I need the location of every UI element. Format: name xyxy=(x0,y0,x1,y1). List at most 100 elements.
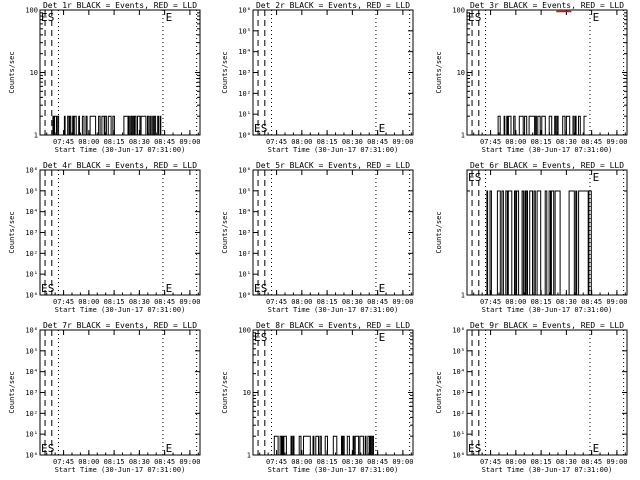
x-tick-label: 08:15 xyxy=(317,298,338,306)
panel-title: Det 8r BLACK = Events, RED = LLD xyxy=(256,321,410,330)
x-tick-label: 08:45 xyxy=(581,298,602,306)
y-tick-label: 10⁰ xyxy=(238,132,251,140)
x-tick-label: 09:00 xyxy=(392,458,413,466)
panel-title: Det 2r BLACK = Events, RED = LLD xyxy=(256,1,410,10)
y-tick-label: 10³ xyxy=(238,229,251,237)
x-tick-label: 08:15 xyxy=(317,138,338,146)
marker-letter-e: E xyxy=(41,11,48,24)
x-tick-label: 08:00 xyxy=(505,298,526,306)
x-tick-label: 08:00 xyxy=(291,138,312,146)
x-tick-label: 08:00 xyxy=(505,458,526,466)
panel-det-8: Det 8r BLACK = Events, RED = LLD Counts/s… xyxy=(221,321,414,474)
y-tick-label: 10⁰ xyxy=(25,292,38,300)
x-tick-label: 08:15 xyxy=(531,138,552,146)
y-tick-label: 10⁵ xyxy=(452,347,465,355)
x-tick-label: 08:30 xyxy=(129,298,150,306)
y-tick-label: 10⁴ xyxy=(452,368,465,376)
marker-letter-e: E xyxy=(254,122,261,135)
marker-letter-e: E xyxy=(468,442,475,455)
y-tick-label: 10⁴ xyxy=(238,208,251,216)
x-tick-label: 08:15 xyxy=(104,298,125,306)
x-tick-label: 08:30 xyxy=(342,458,363,466)
x-tick-label: 09:00 xyxy=(606,458,627,466)
x-axis-label: Start Time (30-Jun-17 07:31:00) xyxy=(482,146,613,154)
events-trace xyxy=(51,115,162,136)
x-tick-label: 08:30 xyxy=(342,138,363,146)
marker-letter-e: E xyxy=(379,122,386,135)
marker-letter-e: E xyxy=(41,282,48,295)
events-trace xyxy=(482,190,594,296)
x-tick-label: 08:15 xyxy=(531,298,552,306)
y-tick-label: 10² xyxy=(238,90,251,98)
marker-letter-e: E xyxy=(254,282,261,295)
panel-title: Det 3r BLACK = Events, RED = LLD xyxy=(470,1,624,10)
panels: Det 1r BLACK = Events, RED = LLD Counts/s… xyxy=(8,1,628,474)
y-tick-label: 10³ xyxy=(452,389,465,397)
panel-det-3: Det 3r BLACK = Events, RED = LLD Counts/s… xyxy=(435,1,628,154)
x-tick-label: 08:30 xyxy=(342,298,363,306)
y-tick-label: 10¹ xyxy=(238,271,251,279)
panel-title: Det 5r BLACK = Events, RED = LLD xyxy=(256,161,410,170)
marker-letter-e: E xyxy=(593,442,600,455)
x-tick-label: 08:45 xyxy=(154,458,175,466)
x-tick-label: 08:15 xyxy=(531,458,552,466)
y-tick-label: 10 xyxy=(30,69,38,77)
y-tick-label: 10³ xyxy=(25,389,38,397)
y-tick-label: 10³ xyxy=(25,229,38,237)
x-tick-label: 08:00 xyxy=(78,298,99,306)
x-tick-label: 09:00 xyxy=(606,298,627,306)
panel-det-4: Det 4r BLACK = Events, RED = LLD Counts/s… xyxy=(8,161,201,314)
panel-title: Det 4r BLACK = Events, RED = LLD xyxy=(43,161,197,170)
marker-letter-e: E xyxy=(593,11,600,24)
x-tick-label: 07:45 xyxy=(53,458,74,466)
x-tick-label: 07:45 xyxy=(266,298,287,306)
x-tick-label: 07:45 xyxy=(480,138,501,146)
y-axis-label: Counts/sec xyxy=(221,371,229,413)
y-tick-label: 10⁵ xyxy=(238,27,251,35)
x-tick-label: 09:00 xyxy=(179,298,200,306)
x-tick-label: 08:45 xyxy=(367,138,388,146)
x-tick-label: 08:00 xyxy=(505,138,526,146)
y-axis-label: Counts/sec xyxy=(221,211,229,253)
x-axis-label: Start Time (30-Jun-17 07:31:00) xyxy=(268,466,399,474)
panel-title: Det 6r BLACK = Events, RED = LLD xyxy=(470,161,624,170)
panel-det-2: Det 2r BLACK = Events, RED = LLD Counts/s… xyxy=(221,1,414,154)
x-tick-label: 07:45 xyxy=(266,458,287,466)
x-axis-label: Start Time (30-Jun-17 07:31:00) xyxy=(482,466,613,474)
marker-letter-s: S xyxy=(475,171,482,184)
marker-letter-e: E xyxy=(254,331,261,344)
y-tick-label: 10¹ xyxy=(452,431,465,439)
y-axis-label: Counts/sec xyxy=(221,51,229,93)
marker-letter-e: E xyxy=(593,171,600,184)
y-tick-label: 10⁴ xyxy=(25,368,38,376)
x-tick-label: 07:45 xyxy=(266,138,287,146)
x-tick-label: 08:30 xyxy=(556,458,577,466)
x-tick-label: 08:30 xyxy=(556,138,577,146)
y-tick-label: 10⁰ xyxy=(25,452,38,460)
marker-letter-s: S xyxy=(475,11,482,24)
x-tick-label: 09:00 xyxy=(179,458,200,466)
y-axis-label: Counts/sec xyxy=(8,211,16,253)
x-tick-label: 08:30 xyxy=(129,458,150,466)
y-tick-label: 10⁴ xyxy=(238,48,251,56)
y-tick-label: 10⁶ xyxy=(25,167,38,175)
x-tick-label: 09:00 xyxy=(392,138,413,146)
marker-letter-s: S xyxy=(261,122,268,135)
x-tick-label: 08:45 xyxy=(581,458,602,466)
x-tick-label: 09:00 xyxy=(392,298,413,306)
y-axis-label: Counts/sec xyxy=(435,371,443,413)
y-tick-label: 10² xyxy=(452,410,465,418)
events-trace xyxy=(497,115,587,136)
y-axis-label: Counts/sec xyxy=(8,371,16,413)
x-tick-label: 08:30 xyxy=(129,138,150,146)
y-tick-label: 10⁶ xyxy=(452,327,465,335)
y-tick-label: 10² xyxy=(25,410,38,418)
y-tick-label: 10¹ xyxy=(238,111,251,119)
y-axis-label: Counts/sec xyxy=(435,211,443,253)
marker-letter-e: E xyxy=(379,282,386,295)
panel-title: Det 9r BLACK = Events, RED = LLD xyxy=(470,321,624,330)
x-tick-label: 07:45 xyxy=(53,298,74,306)
x-tick-label: 08:00 xyxy=(78,138,99,146)
y-tick-label: 10² xyxy=(238,250,251,258)
